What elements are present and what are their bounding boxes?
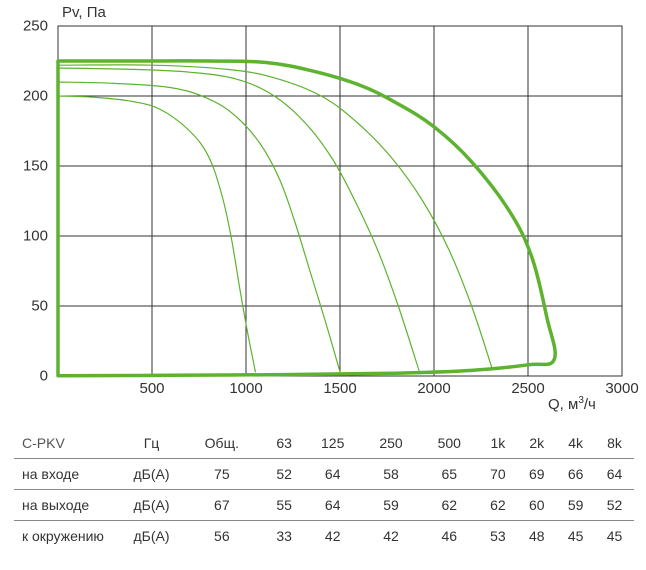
x-tick-label: 1500 (323, 380, 356, 397)
cell-value: 65 (420, 459, 478, 490)
cell-value: 52 (595, 490, 634, 521)
table-body: на входедБ(A)755264586570696664на выходе… (14, 459, 634, 552)
cell-value: 62 (478, 490, 517, 521)
cell-value: 56 (179, 521, 265, 552)
cell-value: 53 (478, 521, 517, 552)
cell-value: 67 (179, 490, 265, 521)
col-model: C-PKV (14, 428, 124, 459)
col-500: 500 (420, 428, 478, 459)
fan-curve-chart (0, 0, 646, 420)
chart-area: Pv, Па Q, м3/ч 0 50 100 150 200 250 500 1000 150… (0, 0, 646, 420)
y-tick-label: 50 (8, 298, 48, 315)
cell-value: 42 (362, 521, 420, 552)
col-2k: 2k (517, 428, 556, 459)
cell-value: 59 (556, 490, 595, 521)
cell-value: 58 (362, 459, 420, 490)
row-label: на входе (14, 459, 124, 490)
x-tick-label: 2500 (511, 380, 544, 397)
col-63: 63 (265, 428, 304, 459)
x-tick-label: 2000 (417, 380, 450, 397)
cell-value: 33 (265, 521, 304, 552)
row-label: к окружению (14, 521, 124, 552)
cell-value: 45 (556, 521, 595, 552)
figure-container: Pv, Па Q, м3/ч 0501001502002505001000150… (0, 0, 646, 570)
row-unit: дБ(A) (124, 459, 179, 490)
cell-value: 75 (179, 459, 265, 490)
col-8k: 8k (595, 428, 634, 459)
table-row: на выходедБ(A)675564596262605952 (14, 490, 634, 521)
cell-value: 64 (304, 459, 362, 490)
cell-value: 52 (265, 459, 304, 490)
cell-value: 64 (595, 459, 634, 490)
cell-value: 60 (517, 490, 556, 521)
sound-table: C-PKV Гц Общ. 63 125 250 500 1k 2k 4k 8k… (14, 428, 634, 551)
col-total: Общ. (179, 428, 265, 459)
cell-value: 70 (478, 459, 517, 490)
y-tick-label: 100 (8, 228, 48, 245)
y-tick-label: 250 (8, 18, 48, 35)
cell-value: 62 (420, 490, 478, 521)
cell-value: 46 (420, 521, 478, 552)
x-axis-label: Q, м3/ч (548, 396, 596, 413)
cell-value: 66 (556, 459, 595, 490)
y-axis-label: Pv, Па (62, 4, 106, 21)
table-row: на входедБ(A)755264586570696664 (14, 459, 634, 490)
col-4k: 4k (556, 428, 595, 459)
col-1k: 1k (478, 428, 517, 459)
cell-value: 55 (265, 490, 304, 521)
cell-value: 42 (304, 521, 362, 552)
cell-value: 48 (517, 521, 556, 552)
y-tick-label: 150 (8, 158, 48, 175)
row-unit: дБ(A) (124, 490, 179, 521)
table-header-row: C-PKV Гц Общ. 63 125 250 500 1k 2k 4k 8k (14, 428, 634, 459)
cell-value: 59 (362, 490, 420, 521)
col-125: 125 (304, 428, 362, 459)
y-tick-label: 0 (8, 368, 48, 385)
x-tick-label: 3000 (605, 380, 638, 397)
y-tick-label: 200 (8, 88, 48, 105)
row-label: на выходе (14, 490, 124, 521)
table-row: к окружениюдБ(A)563342424653484545 (14, 521, 634, 552)
cell-value: 64 (304, 490, 362, 521)
cell-value: 45 (595, 521, 634, 552)
row-unit: дБ(A) (124, 521, 179, 552)
cell-value: 69 (517, 459, 556, 490)
x-tick-label: 1000 (229, 380, 262, 397)
col-250: 250 (362, 428, 420, 459)
x-tick-label: 500 (139, 380, 164, 397)
col-hz: Гц (124, 428, 179, 459)
